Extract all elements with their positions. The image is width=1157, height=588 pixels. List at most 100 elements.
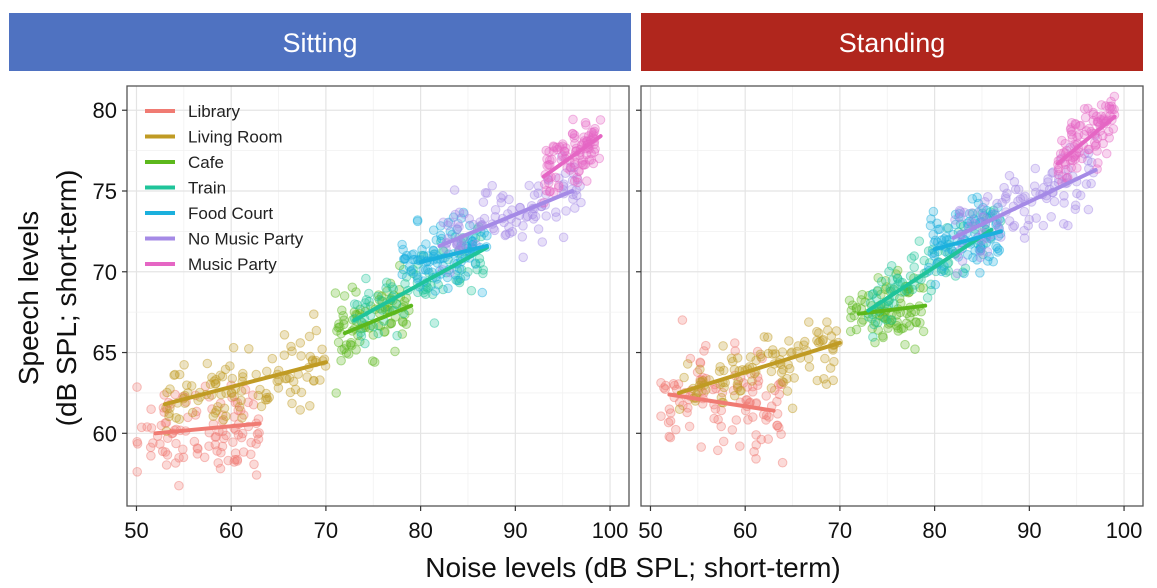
data-point — [557, 141, 568, 151]
data-point — [1020, 191, 1030, 202]
data-point — [903, 287, 914, 298]
data-point — [856, 317, 867, 328]
data-point — [1084, 144, 1094, 155]
data-point — [239, 410, 249, 420]
data-point — [404, 262, 415, 272]
data-point — [1009, 220, 1020, 231]
data-point — [518, 252, 529, 263]
data-point — [456, 213, 467, 223]
data-point — [812, 335, 822, 346]
data-point — [458, 207, 469, 218]
data-point — [558, 181, 569, 191]
data-point — [537, 237, 548, 247]
data-point — [907, 284, 918, 295]
data-point — [237, 413, 247, 423]
data-point — [381, 277, 392, 288]
data-point — [235, 405, 246, 416]
data-point — [775, 378, 786, 389]
data-point — [339, 315, 349, 326]
data-point — [893, 326, 904, 336]
data-point — [1053, 165, 1063, 176]
data-point — [1101, 101, 1111, 111]
data-point — [941, 267, 951, 278]
data-point — [561, 206, 571, 216]
data-point — [1103, 126, 1114, 137]
data-point — [918, 283, 929, 293]
sitting-panel: 50 60 70 80 90 100 60 65 70 75 80 Library Living Roo… — [93, 85, 630, 543]
data-point — [436, 233, 447, 244]
data-point — [975, 252, 986, 263]
data-point — [941, 232, 952, 242]
x-tick-label: 100 — [592, 518, 629, 543]
data-point — [482, 230, 492, 241]
data-point — [478, 197, 489, 207]
data-point — [713, 414, 723, 425]
data-point — [884, 266, 894, 277]
data-point — [200, 381, 211, 392]
data-point — [296, 351, 306, 361]
data-point — [586, 155, 597, 165]
data-point — [454, 275, 464, 286]
data-point — [845, 326, 856, 337]
data-point — [273, 383, 284, 393]
data-point — [287, 398, 297, 409]
data-point — [954, 209, 965, 219]
data-point — [398, 317, 408, 328]
data-point — [665, 416, 676, 426]
data-point — [505, 228, 515, 238]
data-point — [230, 454, 240, 465]
data-point — [504, 222, 514, 232]
data-point — [391, 299, 402, 310]
data-point — [1060, 138, 1070, 149]
data-point — [232, 454, 243, 465]
data-point — [335, 322, 345, 332]
data-point — [664, 431, 675, 442]
data-point — [217, 371, 228, 382]
data-point — [988, 205, 999, 216]
data-point — [982, 247, 993, 257]
data-point — [451, 275, 461, 285]
data-point — [1066, 129, 1077, 140]
data-point — [752, 372, 763, 382]
data-point — [904, 287, 915, 297]
data-point — [579, 136, 590, 146]
data-point — [246, 437, 256, 448]
x-tick-label: 80 — [922, 518, 946, 543]
data-point — [146, 451, 156, 461]
data-point — [169, 370, 179, 381]
data-point — [906, 253, 917, 264]
data-point — [815, 336, 825, 347]
data-point — [975, 246, 986, 256]
data-point — [337, 305, 347, 316]
data-point — [159, 407, 169, 417]
data-point — [574, 166, 584, 176]
data-point — [936, 235, 947, 245]
data-point — [227, 373, 238, 384]
data-point — [254, 428, 264, 438]
data-point — [973, 207, 983, 218]
data-point — [886, 315, 897, 326]
data-point — [814, 328, 824, 338]
data-point — [209, 376, 219, 387]
data-point — [1086, 157, 1097, 168]
data-point — [692, 367, 703, 378]
data-point — [755, 349, 766, 360]
data-point — [943, 223, 954, 233]
data-point — [554, 180, 564, 191]
data-point — [752, 346, 763, 357]
fit-line-train — [866, 227, 994, 313]
data-point — [452, 275, 463, 286]
data-point — [549, 142, 559, 152]
data-point — [668, 379, 679, 389]
legend-label-no-music-party: No Music Party — [188, 230, 304, 249]
data-point — [279, 330, 290, 340]
data-point — [881, 282, 892, 292]
data-point — [247, 390, 258, 401]
data-point — [553, 182, 564, 193]
fit-line-library — [153, 421, 262, 436]
data-point — [958, 221, 969, 231]
data-point — [341, 340, 352, 350]
data-point — [698, 388, 709, 398]
data-point — [161, 418, 172, 428]
data-point — [923, 246, 934, 256]
